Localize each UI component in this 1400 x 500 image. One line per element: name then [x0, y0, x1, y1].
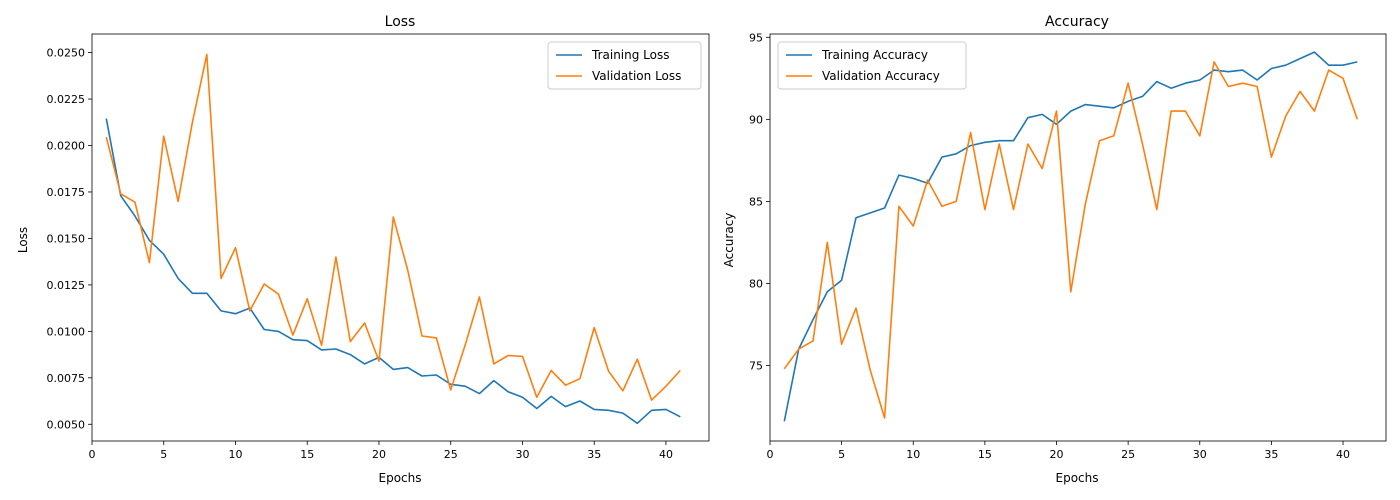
y-tick-label: 85: [749, 195, 763, 208]
y-tick-label: 0.0075: [47, 372, 86, 385]
accuracy-chart: Accuracy 0 5 10 15 20 25 30 35 40 75 80 85 90 95 Trai…: [722, 14, 1387, 485]
x-tick-label: 35: [587, 448, 601, 461]
x-tick-label: 0: [89, 448, 96, 461]
plot-area: 0 5 10 15 20 25 30 35 40 0.0050 0.0075 0.0100 0.0125…: [47, 33, 710, 461]
legend: Training Accuracy Validation Accuracy: [777, 41, 967, 90]
legend-box: [547, 41, 702, 90]
legend-entry: Training Loss: [591, 48, 669, 62]
x-tick-label: 15: [978, 448, 992, 461]
x-tick-label: 20: [372, 448, 386, 461]
y-tick-label: 95: [749, 31, 763, 44]
x-tick-label: 25: [444, 448, 458, 461]
y-tick-label: 90: [749, 113, 763, 126]
legend: Training Loss Validation Loss: [547, 41, 702, 90]
series-line-1: [783, 61, 1359, 419]
x-tick-label: 20: [1050, 448, 1064, 461]
x-tick-label: 10: [906, 448, 920, 461]
y-tick-label: 0.0150: [47, 232, 86, 245]
x-axis-label: Epochs: [1056, 471, 1099, 485]
legend-entry: Training Accuracy: [821, 48, 928, 62]
series-line-1: [105, 53, 681, 401]
legend-entry: Validation Loss: [592, 69, 681, 83]
x-tick-label: 30: [1193, 448, 1207, 461]
x-tick-label: 30: [515, 448, 529, 461]
y-tick-label: 0.0125: [47, 279, 86, 292]
x-tick-label: 0: [767, 448, 774, 461]
y-tick-label: 0.0225: [47, 93, 86, 106]
plot-area: 0 5 10 15 20 25 30 35 40 75 80 85 90 95: [749, 31, 1387, 461]
x-axis-label: Epochs: [379, 471, 422, 485]
y-tick-label: 0.0175: [47, 186, 86, 199]
x-tick-label: 40: [1336, 448, 1350, 461]
y-tick-label: 0.0050: [47, 418, 86, 431]
axes-frame: [91, 33, 710, 442]
y-axis-label: Loss: [16, 227, 30, 253]
x-tick-label: 5: [838, 448, 845, 461]
y-tick-label: 80: [749, 277, 763, 290]
x-tick-label: 25: [1121, 448, 1135, 461]
legend-entry: Validation Accuracy: [822, 69, 940, 83]
y-tick-label: 0.0100: [47, 325, 86, 338]
series-line-0: [783, 51, 1358, 422]
series-line-0: [105, 118, 681, 425]
legend-box: [777, 41, 967, 90]
axes-frame: [769, 33, 1387, 442]
y-tick-label: 75: [749, 360, 763, 373]
x-tick-label: 5: [160, 448, 167, 461]
y-tick-label: 0.0200: [47, 140, 86, 153]
loss-chart: Loss 0 5 10 15 20 25 30 35 400.00500.00750.01000…: [16, 14, 710, 485]
chart-title: Loss: [385, 14, 416, 30]
x-tick-label: 35: [1264, 448, 1278, 461]
y-tick-label: 0.0250: [47, 47, 86, 60]
y-axis-label: Accuracy: [722, 213, 736, 268]
x-tick-label: 40: [659, 448, 673, 461]
x-tick-label: 10: [228, 448, 242, 461]
x-tick-label: 15: [300, 448, 314, 461]
chart-title: Accuracy: [1045, 14, 1109, 30]
